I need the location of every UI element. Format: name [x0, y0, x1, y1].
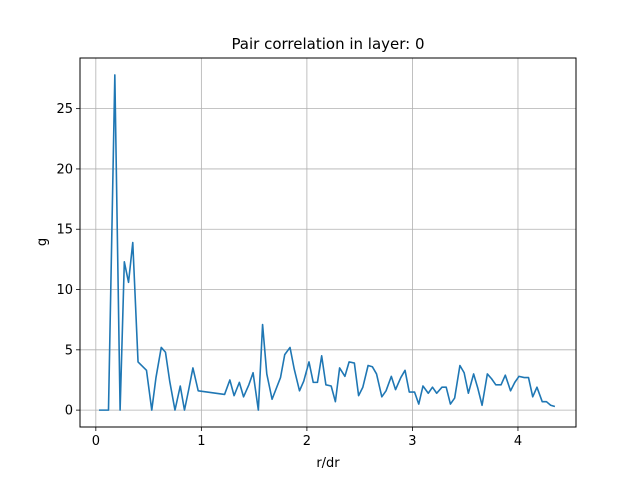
x-tick-label: 2 [303, 434, 311, 449]
series-layer [99, 74, 556, 411]
ticks: 0 1 2 3 4 0 5 10 15 20 25 [56, 102, 522, 449]
x-tick-label: 1 [197, 434, 205, 449]
y-tick-label: 10 [56, 283, 73, 298]
grid [80, 58, 576, 427]
y-tick-label: 5 [65, 343, 73, 358]
y-axis-label: g [35, 238, 50, 246]
x-axis-label: r/dr [316, 456, 340, 471]
y-tick-label: 25 [56, 102, 73, 117]
x-tick-label: 4 [514, 434, 522, 449]
y-tick-label: 20 [56, 162, 73, 177]
y-tick-label: 15 [56, 223, 73, 238]
plot-frame [79, 57, 577, 428]
chart-title: Pair correlation in layer: 0 [231, 35, 424, 53]
y-tick-label: 0 [65, 404, 73, 419]
x-tick-label: 3 [408, 434, 416, 449]
x-tick-label: 0 [92, 434, 100, 449]
series-line [99, 74, 556, 411]
